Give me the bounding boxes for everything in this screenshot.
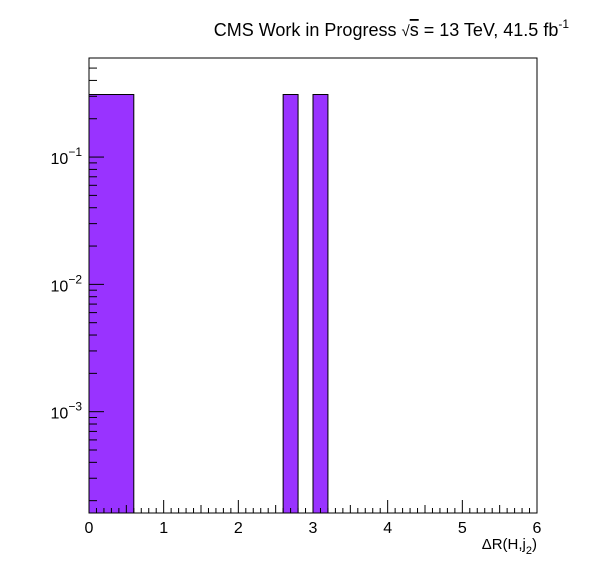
histogram-bars	[88, 94, 329, 514]
x-tick-label: 6	[533, 520, 542, 537]
x-tick-label: 5	[458, 520, 467, 537]
y-axis-ticks: 10−1 10−2 10−3	[51, 67, 104, 502]
histogram-bar-1	[282, 94, 299, 514]
x-tick-label: 4	[383, 520, 392, 537]
x-tick-label: 0	[85, 520, 94, 537]
chart-title: CMS Work in Progress √s = 13 TeV, 41.5 f…	[214, 17, 570, 40]
x-tick-label: 1	[159, 520, 168, 537]
y-tick-label: 10−1	[51, 145, 83, 168]
x-tick-label: 2	[234, 520, 243, 537]
y-tick-label: 10−2	[51, 272, 83, 295]
plot-frame	[88, 57, 538, 514]
histogram-bar-2	[312, 94, 329, 514]
x-tick-label: 3	[309, 520, 318, 537]
x-axis-label: ΔR(H,j2)	[482, 536, 537, 557]
y-tick-label: 10−3	[51, 400, 83, 423]
